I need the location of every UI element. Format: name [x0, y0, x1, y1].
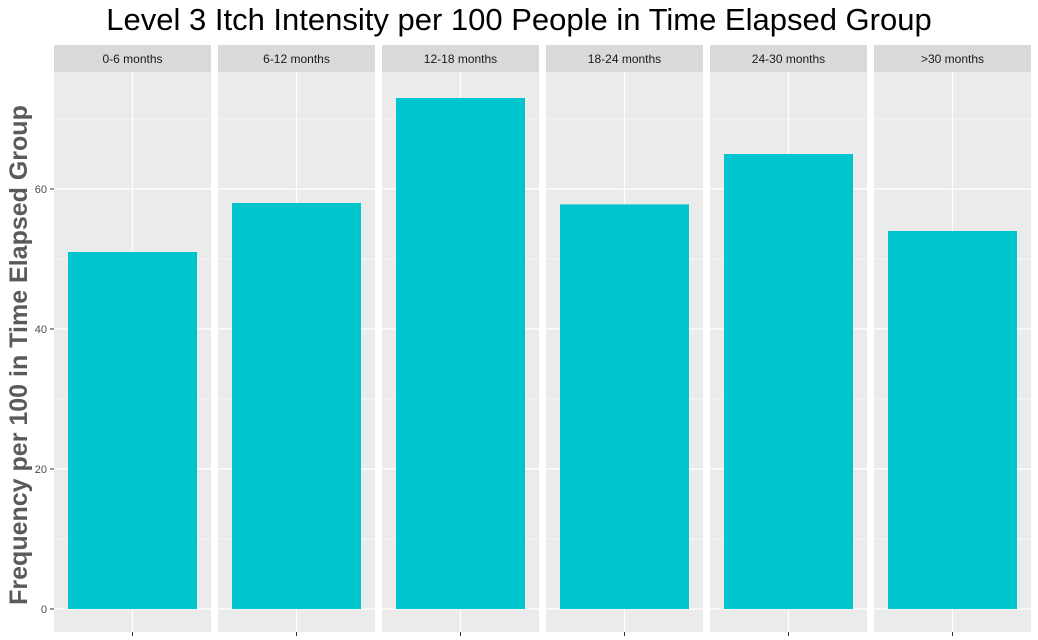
- chart-title: Level 3 Itch Intensity per 100 People in…: [106, 2, 932, 37]
- facet-strip-label: 6-12 months: [263, 52, 330, 66]
- y-axis-label-group: Frequency per 100 in Time Elapsed Group: [5, 105, 33, 605]
- facet-strip: [710, 45, 867, 72]
- y-axis-ticks: 0 20 40 60: [35, 184, 54, 616]
- facet-strip: [54, 45, 211, 72]
- facet-panel: >30 months: [874, 45, 1031, 636]
- facet-strip: [546, 45, 703, 72]
- y-tick-label: 40: [35, 324, 47, 336]
- facet-strip-label: 18-24 months: [588, 52, 661, 66]
- facet-panel: 18-24 months: [546, 45, 703, 636]
- facet-strip-label: 0-6 months: [102, 52, 162, 66]
- bar: [68, 252, 197, 609]
- facet-strip-label: >30 months: [921, 52, 984, 66]
- bar: [396, 98, 525, 609]
- facet-panel: 24-30 months: [710, 45, 867, 636]
- facet-panel: 6-12 months: [218, 45, 375, 636]
- facet-strip-label: 24-30 months: [752, 52, 825, 66]
- bar: [724, 154, 853, 609]
- facet-strip: [218, 45, 375, 72]
- facet-strip: [874, 45, 1031, 72]
- facet-strip: [382, 45, 539, 72]
- facet-strip-label: 12-18 months: [424, 52, 497, 66]
- facet-panel: 0-6 months: [54, 45, 211, 636]
- bar: [232, 203, 361, 609]
- facet-panels: 0-6 months 6-12 months 12-18 months 18-24 m…: [54, 45, 1031, 636]
- y-axis-label: Frequency per 100 in Time Elapsed Group: [5, 105, 33, 605]
- y-tick-label: 60: [35, 184, 47, 196]
- bar: [888, 231, 1017, 609]
- y-tick-label: 20: [35, 464, 47, 476]
- bar: [560, 204, 689, 609]
- y-tick-label: 0: [41, 604, 47, 616]
- facet-panel: 12-18 months: [382, 45, 539, 636]
